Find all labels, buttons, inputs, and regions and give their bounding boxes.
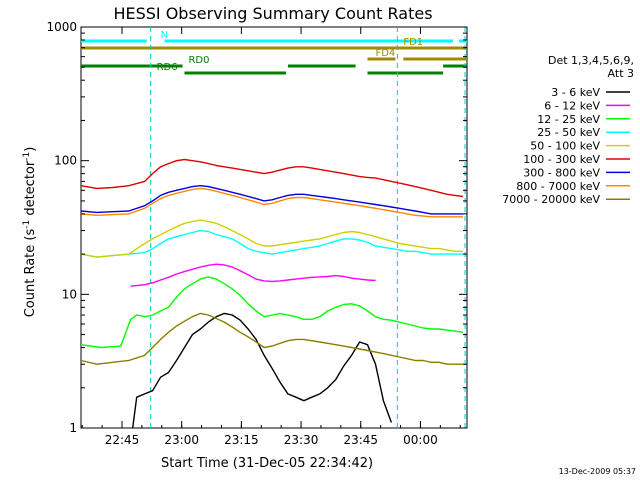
y-tick-label: 100 [54, 154, 77, 168]
series-lines [80, 158, 464, 429]
legend-header-line-2: Att 3 [608, 67, 634, 80]
x-tick-label: 22:45 [105, 433, 140, 447]
x-tick-label: 23:15 [224, 433, 259, 447]
series-line-3-6-kev [132, 312, 393, 429]
legend-label-7000-20000-kev: 7000 - 20000 keV [502, 193, 600, 206]
series-line-100-300-kev [80, 158, 464, 198]
flag-bars: N FD1 FD4 RD0 RD6 [81, 30, 467, 75]
y-tick-label: 1000 [46, 20, 77, 34]
series-line-300-800-kev [80, 184, 463, 215]
plot-area [80, 26, 468, 429]
y-axis-label-mid: detector [23, 160, 38, 220]
legend-label-300-800-kev: 300 - 800 keV [523, 166, 600, 179]
y-axis-label-sup1: -1 [22, 220, 32, 229]
x-tick-label: 23:45 [343, 433, 378, 447]
y-axis-label-sup2: -1 [22, 152, 32, 161]
flag-label-n: N [161, 30, 168, 41]
vertical-markers [150, 27, 466, 428]
plot-frame [80, 26, 468, 429]
y-axis-label: Count Rate (s-1 detector-1) [22, 147, 38, 318]
y-tick-label: 10 [62, 287, 77, 301]
series-line-6-12-kev [130, 263, 376, 287]
legend-label-12-25-kev: 12 - 25 keV [537, 113, 600, 126]
series-line-7000-20000-kev [80, 312, 463, 365]
y-axis-label-main: Count Rate (s [23, 229, 38, 318]
series-line-50-100-kev [80, 219, 463, 258]
flag-label-rd6: RD6 [157, 62, 178, 73]
legend-label-800-7000-kev: 800 - 7000 keV [516, 180, 600, 193]
legend-label-6-12-kev: 6 - 12 keV [544, 99, 600, 112]
x-axis-label: Start Time (31-Dec-05 22:34:42) [161, 456, 373, 471]
y-tick-label: 1 [69, 421, 77, 435]
legend-label-25-50-kev: 25 - 50 keV [537, 126, 600, 139]
plot-timestamp: 13-Dec-2009 05:37 [559, 467, 636, 476]
axes: 22:45 23:00 23:15 23:30 23:45 00:00 1 10 100 1000 [46, 20, 467, 447]
chart-title: HESSI Observing Summary Count Rates [113, 4, 432, 23]
y-axis-label-end: ) [23, 147, 38, 152]
x-tick-label: 23:30 [284, 433, 319, 447]
series-line-25-50-kev [80, 229, 463, 258]
legend-header-line-1: Det 1,3,4,5,6,9, [548, 54, 634, 67]
legend-label-3-6-kev: 3 - 6 keV [551, 86, 600, 99]
legend-label-50-100-kev: 50 - 100 keV [530, 140, 600, 153]
flag-label-fd4: FD4 [375, 48, 395, 59]
x-tick-label: 00:00 [403, 433, 438, 447]
flag-label-fd1: FD1 [403, 37, 423, 48]
series-line-12-25-kev [80, 276, 464, 349]
flag-label-rd0: RD0 [188, 55, 209, 66]
x-tick-label: 23:00 [164, 433, 199, 447]
series-line-800-7000-kev [80, 187, 463, 218]
legend-label-100-300-kev: 100 - 300 keV [523, 153, 600, 166]
